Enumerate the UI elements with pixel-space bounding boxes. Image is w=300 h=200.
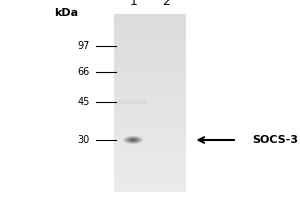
- Text: 45: 45: [78, 97, 90, 107]
- Text: 2: 2: [163, 0, 170, 8]
- Text: SOCS-3: SOCS-3: [252, 135, 298, 145]
- Text: 30: 30: [78, 135, 90, 145]
- Text: kDa: kDa: [54, 8, 78, 18]
- Text: 97: 97: [78, 41, 90, 51]
- Text: 1: 1: [130, 0, 137, 8]
- Text: 66: 66: [78, 67, 90, 77]
